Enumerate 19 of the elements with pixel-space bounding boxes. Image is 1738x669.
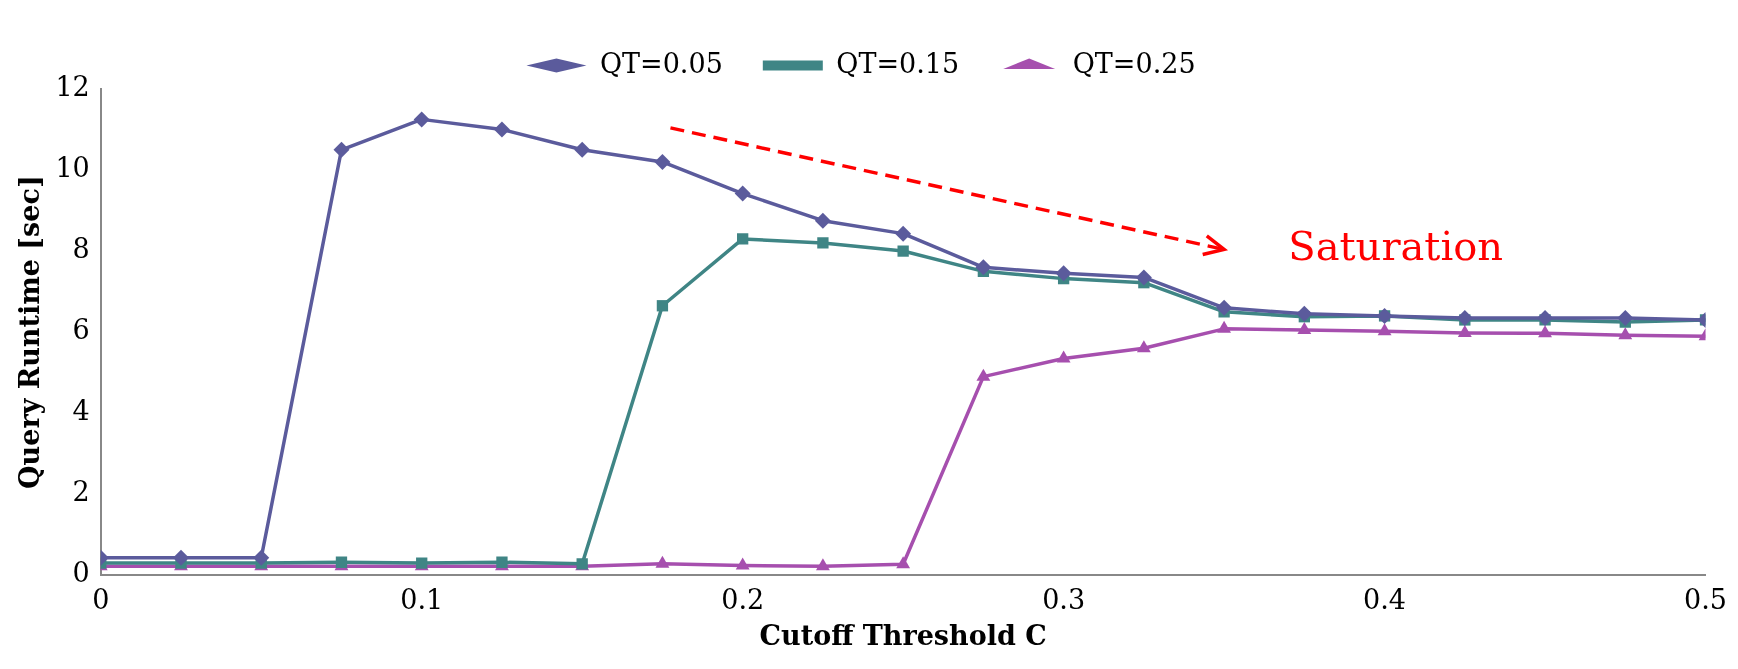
x-tick-label: 0.1 — [400, 584, 444, 616]
y-tick-label: 10 — [55, 152, 90, 184]
x-tick-label: 0.4 — [1363, 584, 1407, 616]
legend-label: QT=0.15 — [836, 47, 960, 79]
legend-label: QT=0.05 — [599, 47, 723, 79]
y-axis-title: Query Runtime [sec] — [14, 175, 46, 489]
x-tick-label: 0.2 — [721, 584, 765, 616]
x-tick-label: 0.3 — [1042, 584, 1086, 616]
y-tick-label: 8 — [72, 233, 90, 265]
y-tick-label: 2 — [72, 476, 90, 508]
legend-label: QT=0.25 — [1072, 47, 1196, 79]
x-axis-title: Cutoff Threshold C — [759, 619, 1047, 651]
y-tick-label: 0 — [72, 557, 90, 589]
y-tick-label: 4 — [72, 395, 90, 427]
x-tick-label: 0 — [92, 584, 110, 616]
annotation: Saturation — [1288, 222, 1504, 269]
y-tick-label: 6 — [72, 314, 90, 346]
y-tick-label: 12 — [55, 71, 90, 103]
x-tick-label: 0.5 — [1684, 584, 1728, 616]
